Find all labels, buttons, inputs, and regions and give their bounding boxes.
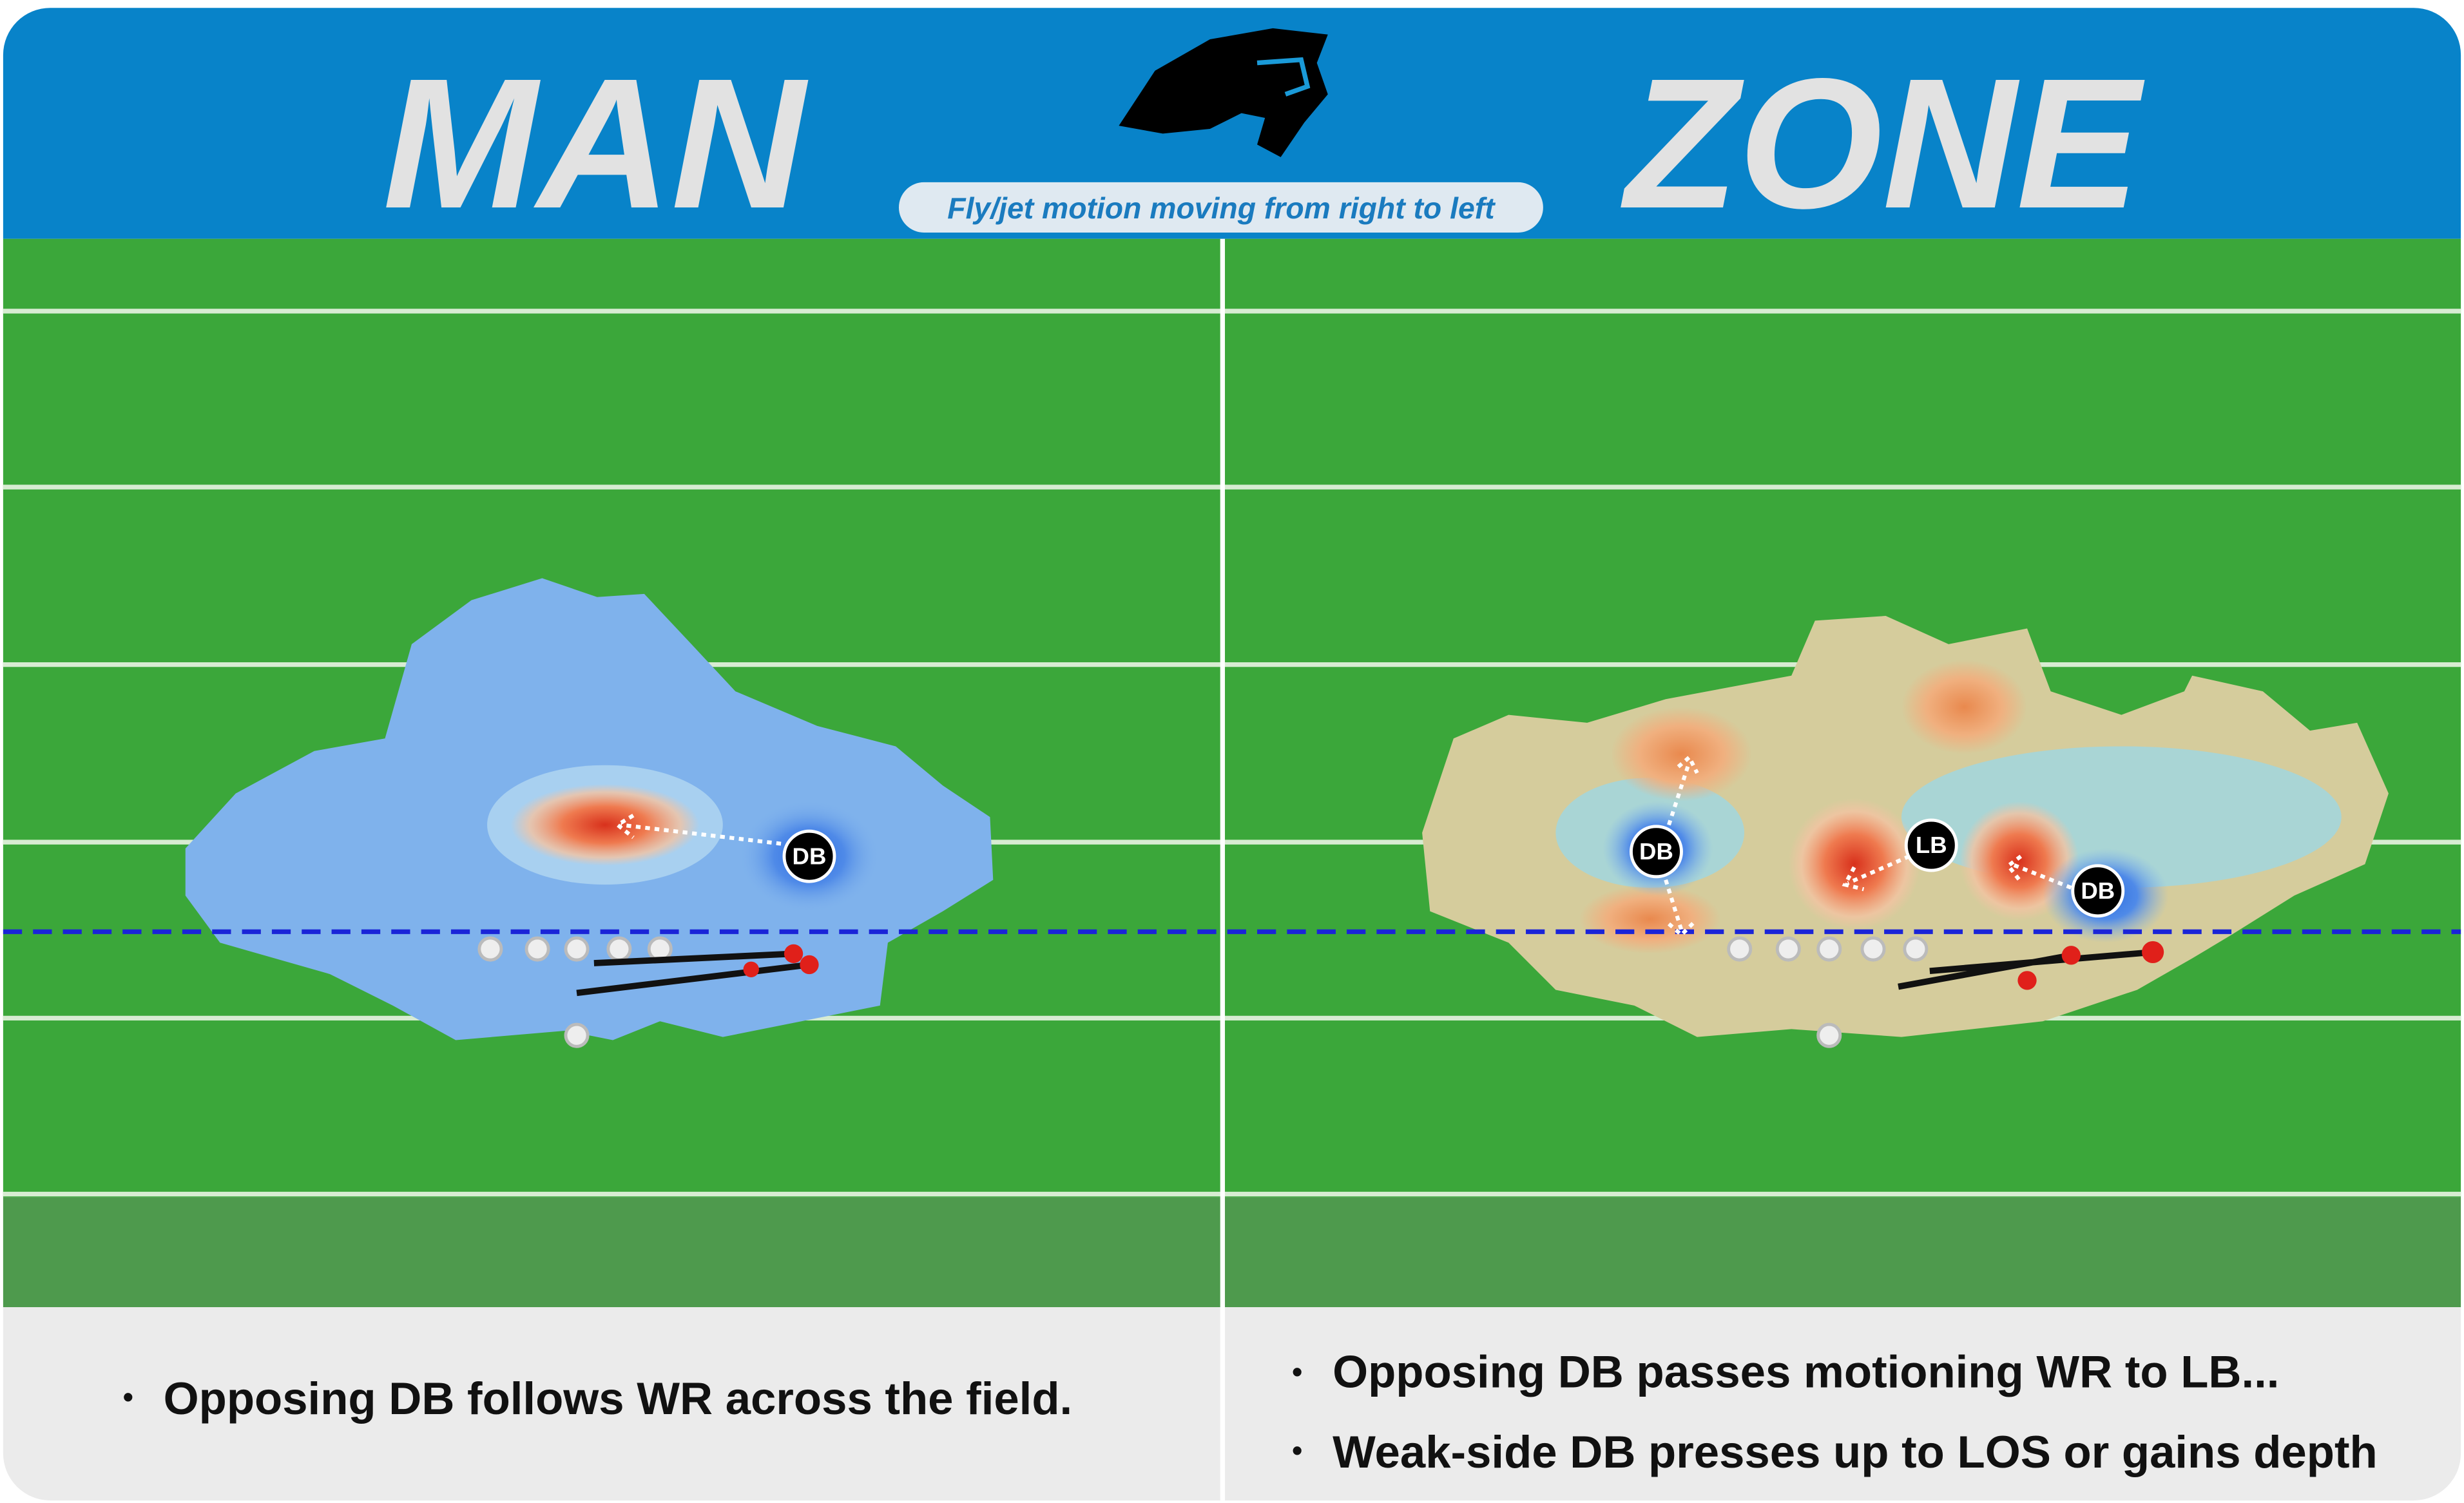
note: Opposing DB passes motioning WR to LB... bbox=[1333, 1346, 2279, 1397]
zone-offense bbox=[1664, 754, 2164, 1048]
defenders: DB DB LB DB bbox=[782, 818, 2125, 918]
bullet: • bbox=[122, 1380, 133, 1415]
notes-panel bbox=[3, 1307, 2461, 1501]
right-title: ZONE bbox=[1619, 39, 2147, 247]
player-label: DB bbox=[793, 843, 827, 869]
bullet: • bbox=[1292, 1355, 1303, 1390]
note: Weak-side DB presses up to LOS or gains … bbox=[1333, 1426, 2378, 1477]
note: Opposing DB follows WR across the field. bbox=[164, 1373, 1073, 1424]
player-label: DB bbox=[1639, 838, 1673, 865]
player-label: DB bbox=[2081, 877, 2115, 904]
man-offense bbox=[477, 814, 819, 1048]
yard-lines bbox=[3, 238, 2461, 1501]
subtitle-pill bbox=[898, 182, 1543, 233]
man-heatmap bbox=[185, 578, 994, 1040]
bullet: • bbox=[1292, 1433, 1303, 1468]
player-label: LB bbox=[1916, 832, 1947, 858]
endzone bbox=[3, 1197, 2461, 1308]
subtitle: Fly/jet motion moving from right to left bbox=[947, 191, 1496, 225]
logo-detail bbox=[1256, 57, 1311, 97]
left-title: MAN bbox=[383, 39, 810, 247]
